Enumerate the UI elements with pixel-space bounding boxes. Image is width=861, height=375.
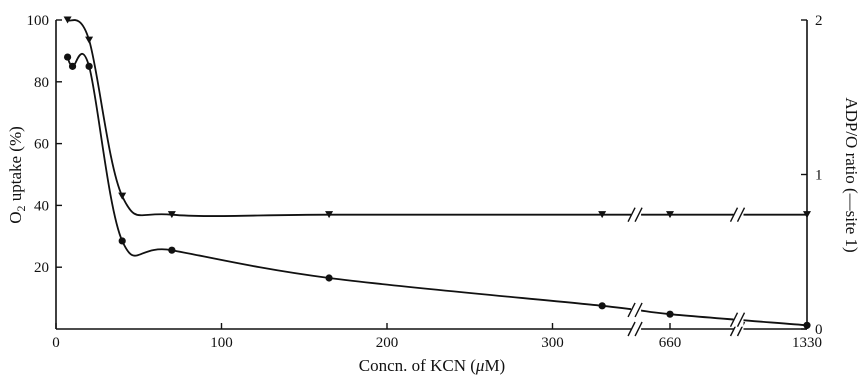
- y-left-tick-label: 20: [34, 260, 49, 276]
- break-gap: [733, 312, 744, 327]
- y-right-tick-label: 0: [815, 322, 823, 338]
- break-slash: [634, 207, 643, 222]
- data-point-triangle: [803, 211, 811, 219]
- data-point-circle: [598, 302, 606, 310]
- break-slash: [634, 302, 643, 318]
- data-point-circle: [168, 246, 176, 254]
- data-point-triangle: [167, 211, 176, 219]
- data-point-circle: [325, 274, 333, 282]
- series-line-1: [66, 52, 808, 327]
- markers: [63, 16, 811, 329]
- data-point-circle: [63, 53, 72, 61]
- break-slash: [729, 312, 739, 328]
- data-point-triangle: [666, 211, 674, 219]
- data-point-triangle: [63, 16, 72, 24]
- x-tick-label: 660: [659, 335, 682, 351]
- break-gap: [631, 302, 642, 317]
- data-point-triangle: [598, 211, 607, 219]
- break-slash: [736, 207, 746, 222]
- x-axis-label: Concn. of KCN (μM): [359, 356, 505, 375]
- axes: [55, 19, 808, 330]
- y-right-tick-label: 1: [815, 168, 823, 184]
- axis-breaks: [627, 207, 746, 337]
- data-point-circle: [118, 237, 126, 245]
- data-point-circle: [666, 310, 674, 318]
- y-right-axis-label: ADP/O ratio (—site 1): [842, 97, 861, 252]
- x-tick-label: 100: [210, 335, 233, 351]
- x-tick-label: 300: [541, 335, 564, 351]
- break-gap: [733, 207, 744, 222]
- break-gap: [733, 322, 744, 336]
- data-point-triangle: [325, 211, 334, 219]
- series-line-2: [66, 19, 808, 217]
- y-left-tick-label: 80: [34, 75, 49, 91]
- x-tick-label: 0: [52, 335, 60, 351]
- data-point-circle: [85, 62, 93, 70]
- break-slash: [627, 302, 636, 318]
- data-point-triangle: [118, 192, 127, 200]
- x-tick-label: 1330: [792, 335, 822, 351]
- curves: [66, 19, 808, 327]
- break-slash: [627, 321, 636, 337]
- break-gap: [631, 207, 642, 222]
- y-left-tick-label: 100: [27, 13, 50, 29]
- break-gap: [631, 322, 642, 336]
- break-slash: [736, 312, 746, 328]
- y-left-axis-label: O2 uptake (%): [6, 126, 28, 224]
- y-right-tick-label: 2: [815, 13, 823, 29]
- break-slash: [729, 207, 739, 222]
- y-left-tick-label: 60: [34, 137, 49, 153]
- break-slash: [634, 321, 643, 337]
- data-point-triangle: [85, 36, 94, 44]
- data-point-circle: [68, 62, 77, 70]
- tick-labels: 0 100 200 300 660 1330 20 40 60 80 100 0 1 2: [27, 13, 823, 351]
- x-tick-label: 200: [376, 335, 399, 351]
- data-point-circle: [803, 321, 811, 329]
- break-slash: [627, 207, 636, 222]
- y-left-tick-label: 40: [34, 198, 49, 214]
